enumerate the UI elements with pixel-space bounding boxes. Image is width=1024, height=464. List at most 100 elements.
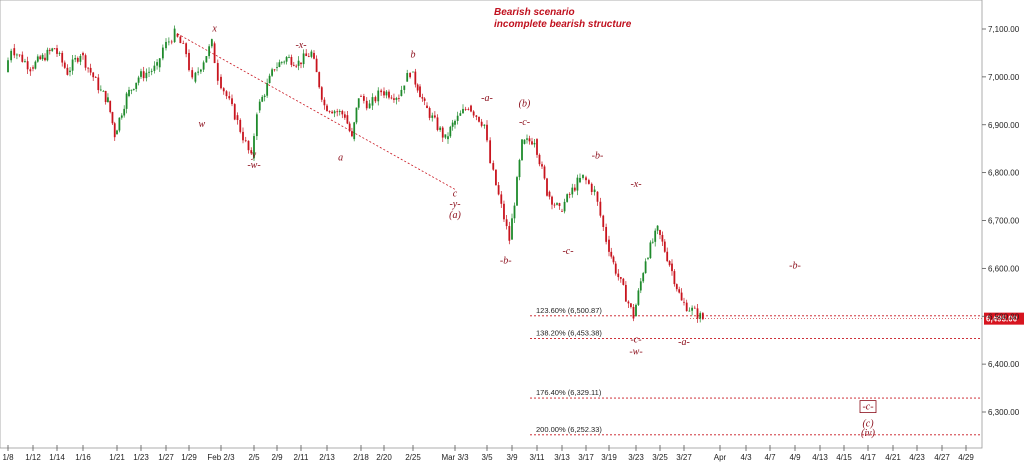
- candle-body: [414, 71, 417, 85]
- candle-body: [395, 97, 398, 100]
- candle-body: [323, 99, 326, 106]
- candle-body: [431, 115, 434, 118]
- candle-body: [533, 142, 536, 145]
- candle-body: [34, 61, 37, 69]
- x-tick-label: 1/27: [158, 453, 174, 462]
- candle-body: [702, 313, 704, 320]
- candle-body: [543, 166, 546, 179]
- candle-body: [454, 120, 456, 125]
- wave-label: (c): [862, 418, 874, 429]
- candle-body: [261, 96, 264, 102]
- wave-label: w: [198, 119, 205, 130]
- candle-body: [167, 41, 170, 43]
- candle-body: [302, 53, 305, 65]
- candle-body: [263, 95, 266, 97]
- candle-body: [371, 97, 374, 106]
- candle-body: [109, 100, 112, 113]
- candle-body: [26, 61, 29, 70]
- candle-body: [563, 201, 566, 212]
- candle-body: [128, 89, 130, 97]
- wave-label: a: [338, 153, 343, 164]
- candle-body: [89, 67, 92, 73]
- candle-body: [630, 303, 632, 307]
- candle-body: [7, 60, 9, 73]
- x-tick-label: 4/3: [740, 453, 752, 462]
- candle-body: [13, 48, 16, 56]
- candle-body: [310, 51, 313, 57]
- y-tick-label: 6,600.00: [988, 264, 1020, 273]
- candle-body: [582, 174, 584, 178]
- candle-body: [353, 122, 356, 140]
- last-price-tag: [984, 312, 1024, 325]
- x-tick-label: 3/27: [676, 453, 692, 462]
- fib-level-label: 123.60% (6,500.87): [536, 306, 602, 315]
- candle-body: [663, 241, 666, 252]
- candle-body: [295, 65, 298, 67]
- candle-body: [385, 91, 388, 96]
- candle-body: [403, 85, 406, 90]
- candle-body: [222, 88, 225, 92]
- candle-body: [568, 194, 571, 195]
- candle-body: [39, 56, 42, 60]
- candle-body: [268, 75, 271, 84]
- candle-body: [447, 136, 449, 140]
- candle-body: [551, 196, 553, 205]
- candle-body: [305, 53, 308, 57]
- candle-body: [283, 61, 286, 63]
- fib-lines: 123.60% (6,500.87) 138.20% (6,453.38) 176.…: [530, 306, 1024, 436]
- candle-body: [518, 160, 521, 178]
- candle-body: [318, 72, 321, 88]
- candle-body: [135, 82, 138, 89]
- x-tick-label: 2/18: [353, 453, 369, 462]
- candle-body: [637, 290, 640, 305]
- candle-body: [336, 111, 339, 113]
- x-tick-label: 2/11: [294, 453, 310, 462]
- candle-body: [470, 105, 472, 112]
- candle-body: [233, 104, 236, 120]
- candle-body: [104, 90, 107, 103]
- candle-body: [456, 115, 459, 121]
- trendline: [177, 33, 456, 190]
- candle-body: [32, 67, 34, 69]
- candle-body: [444, 134, 447, 138]
- x-tick-label: 3/9: [506, 453, 518, 462]
- candle-body: [619, 277, 622, 279]
- candle-body: [599, 201, 602, 216]
- candle-body: [661, 234, 664, 242]
- chart-subtitle: incomplete bearish structure: [494, 19, 632, 30]
- candle-body: [459, 113, 462, 116]
- y-tick-label: 7,000.00: [988, 73, 1020, 82]
- candle-body: [602, 215, 605, 227]
- candle-body: [495, 169, 497, 186]
- candle-body: [300, 62, 302, 65]
- candle-body: [137, 77, 140, 83]
- y-tick-label: 6,900.00: [988, 121, 1020, 130]
- x-tick-label: 3/25: [652, 453, 668, 462]
- wave-label: -a-: [481, 93, 493, 104]
- wave-label: -w-: [247, 160, 260, 171]
- candle-body: [307, 56, 310, 57]
- candle-body: [253, 136, 255, 159]
- wave-label: -x-: [295, 40, 306, 51]
- trendline-line: [177, 33, 456, 190]
- candle-body: [84, 55, 87, 68]
- x-tick-label: Feb 2/3: [207, 453, 235, 462]
- candle-body: [153, 65, 156, 71]
- candle-body: [111, 112, 114, 124]
- candle-body: [635, 304, 637, 317]
- wave-label: b: [411, 50, 416, 61]
- candle-body: [179, 36, 182, 44]
- candle-body: [41, 54, 44, 60]
- candle-body: [377, 90, 380, 102]
- x-tick-label: 1/8: [2, 453, 14, 462]
- candle-body: [489, 140, 492, 164]
- candle-body: [292, 64, 295, 66]
- candle-body: [644, 261, 647, 274]
- candle-body: [480, 121, 483, 126]
- fib-level-label: 176.40% (6,329.11): [536, 388, 602, 397]
- wave-labels: xwy-w--x-abc-y-(a)-a-(b)-c--b--c--b--x--…: [198, 23, 877, 439]
- candle-body: [231, 98, 233, 105]
- candles: [7, 25, 704, 323]
- candle-body: [202, 62, 205, 70]
